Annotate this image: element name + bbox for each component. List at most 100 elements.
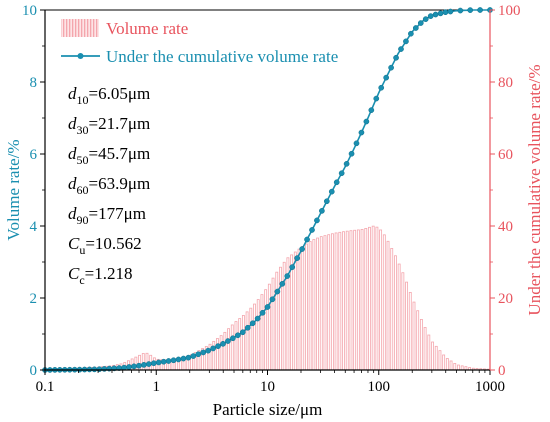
- volume-rate-bar: [330, 233, 334, 371]
- cumulative-point: [323, 198, 330, 205]
- cumulative-point: [319, 208, 325, 214]
- cumulative-point: [210, 345, 216, 352]
- cumulative-point: [378, 84, 385, 91]
- cumulative-point: [348, 150, 355, 157]
- volume-rate-bar: [442, 354, 446, 371]
- volume-rate-bar: [405, 281, 408, 371]
- volume-rate-bar: [342, 231, 345, 371]
- volume-rate-bar: [216, 338, 219, 371]
- cumulative-point: [220, 340, 226, 347]
- cumulative-point: [91, 366, 98, 373]
- volume-rate-bar: [245, 311, 249, 371]
- y-right-tick-label: 40: [498, 219, 513, 235]
- volume-rate-bar: [412, 301, 416, 371]
- volume-rate-bar: [256, 299, 260, 371]
- cumulative-point: [205, 347, 212, 354]
- cumulative-point: [427, 13, 434, 19]
- volume-rate-bar: [290, 254, 294, 371]
- volume-rate-bar: [260, 294, 264, 371]
- y-left-tick-label: 0: [30, 363, 38, 379]
- cumulative-point: [403, 38, 409, 45]
- volume-rate-bar: [238, 318, 242, 371]
- cumulative-point: [368, 107, 375, 113]
- volume-rate-bar: [349, 230, 353, 371]
- volume-rate-bar: [319, 236, 323, 371]
- volume-rate-bar: [345, 230, 349, 371]
- legend-swatch-volume-rate: [61, 19, 99, 37]
- x-tick-label: 100: [368, 379, 391, 395]
- cumulative-point: [442, 9, 449, 16]
- volume-rate-bar: [264, 289, 268, 371]
- cumulative-point: [309, 227, 315, 233]
- y-right-tick-label: 20: [498, 291, 513, 307]
- cumulative-point: [338, 170, 345, 177]
- cumulative-point: [363, 118, 370, 125]
- volume-rate-bar: [293, 251, 297, 371]
- volume-rate-bar: [230, 324, 234, 371]
- volume-rate-bar: [223, 331, 227, 371]
- annotation-d60: d60=63.9μm: [68, 174, 150, 197]
- y-axis-right: 0 20 40 60 80 100 Under the cumulative volume …: [490, 3, 544, 379]
- volume-rate-bar: [249, 307, 253, 371]
- cumulative-point: [343, 160, 350, 167]
- cumulative-point: [304, 236, 310, 243]
- cumulative-point: [170, 357, 177, 364]
- volume-rate-bar: [416, 310, 420, 371]
- volume-rate-bar: [308, 241, 312, 371]
- cumulative-point: [264, 304, 271, 310]
- cumulative-point: [447, 8, 454, 15]
- volume-rate-bar: [312, 239, 316, 371]
- volume-rate-bar: [394, 255, 397, 371]
- cumulative-point: [432, 11, 439, 18]
- cumulative-point: [417, 20, 424, 26]
- cumulative-point: [239, 329, 246, 336]
- cumulative-point: [150, 360, 157, 367]
- volume-rate-bar: [386, 240, 390, 371]
- volume-rate-bar: [253, 303, 256, 371]
- volume-rate-bar: [379, 229, 383, 371]
- volume-rate-bar: [375, 226, 379, 371]
- y-axis-left-title: Volume rate/%: [4, 139, 23, 240]
- cumulative-point: [259, 309, 266, 316]
- volume-rate-bar: [438, 350, 442, 371]
- cumulative-point: [274, 288, 281, 295]
- y-axis-right-title: Under the cumulative volume rate/%: [525, 64, 544, 315]
- volume-rate-bar: [449, 360, 453, 371]
- volume-rate-bar: [301, 246, 305, 371]
- volume-rate-bar: [271, 277, 275, 371]
- cumulative-point: [408, 30, 414, 37]
- y-right-tick-label: 0: [498, 363, 506, 379]
- annotation-d90: d90=177μm: [68, 204, 146, 227]
- y-left-tick-label: 10: [22, 3, 37, 19]
- cumulative-point: [141, 362, 147, 368]
- cumulative-point: [314, 217, 320, 224]
- x-tick-label: 1: [153, 379, 161, 395]
- volume-rate-bar: [297, 248, 301, 371]
- legend: Volume rate Under the cumulative volume r…: [61, 19, 338, 66]
- y-left-tick-label: 2: [30, 291, 38, 307]
- annotations: d10=6.05μm d30=21.7μm d50=45.7μm d60=63.9μm…: [68, 84, 150, 287]
- volume-rate-bar: [434, 345, 438, 371]
- cumulative-point: [244, 324, 251, 331]
- x-tick-label: 10: [260, 379, 275, 395]
- y-right-tick-label: 100: [498, 3, 521, 19]
- cumulative-point: [398, 46, 404, 52]
- volume-rate-bar: [460, 365, 464, 371]
- cumulative-point: [249, 320, 256, 327]
- cumulative-point: [175, 356, 182, 363]
- x-tick-label: 0.1: [36, 379, 55, 395]
- annotation-cc: Cc=1.218: [68, 264, 133, 287]
- cumulative-point: [145, 361, 152, 367]
- cumulative-point: [294, 255, 301, 261]
- volume-rate-bar: [327, 234, 331, 371]
- volume-rate-bar: [423, 327, 427, 371]
- cumulative-point: [467, 7, 474, 13]
- cumulative-point: [96, 366, 103, 373]
- volume-rate-bar: [419, 318, 423, 371]
- cumulative-point: [230, 335, 236, 342]
- cumulative-point: [289, 264, 296, 270]
- cumulative-point: [412, 25, 419, 31]
- volume-rate-bar: [390, 248, 394, 371]
- y-left-tick-label: 8: [30, 75, 38, 91]
